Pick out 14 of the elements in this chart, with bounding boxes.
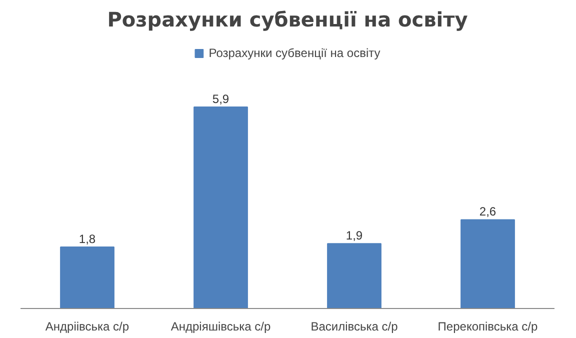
data-label: 1,8 (78, 232, 96, 246)
bar (60, 246, 114, 308)
bar (460, 219, 515, 308)
legend-label: Розрахунки субвенції на освіту (208, 46, 380, 60)
bar (194, 106, 248, 308)
data-label: 2,6 (479, 204, 496, 219)
x-tick-label: Перекопівська с/р (438, 320, 538, 334)
x-tick-label: Андріівська с/р (45, 320, 130, 334)
data-label: 5,9 (212, 92, 230, 106)
data-label: 1,9 (346, 228, 363, 243)
bar (327, 243, 382, 308)
x-tick-label: Андріяшівська с/р (170, 320, 271, 334)
x-tick-label: Василівська с/р (310, 320, 398, 334)
chart-title: Розрахунки субвенції на освіту (107, 8, 468, 32)
